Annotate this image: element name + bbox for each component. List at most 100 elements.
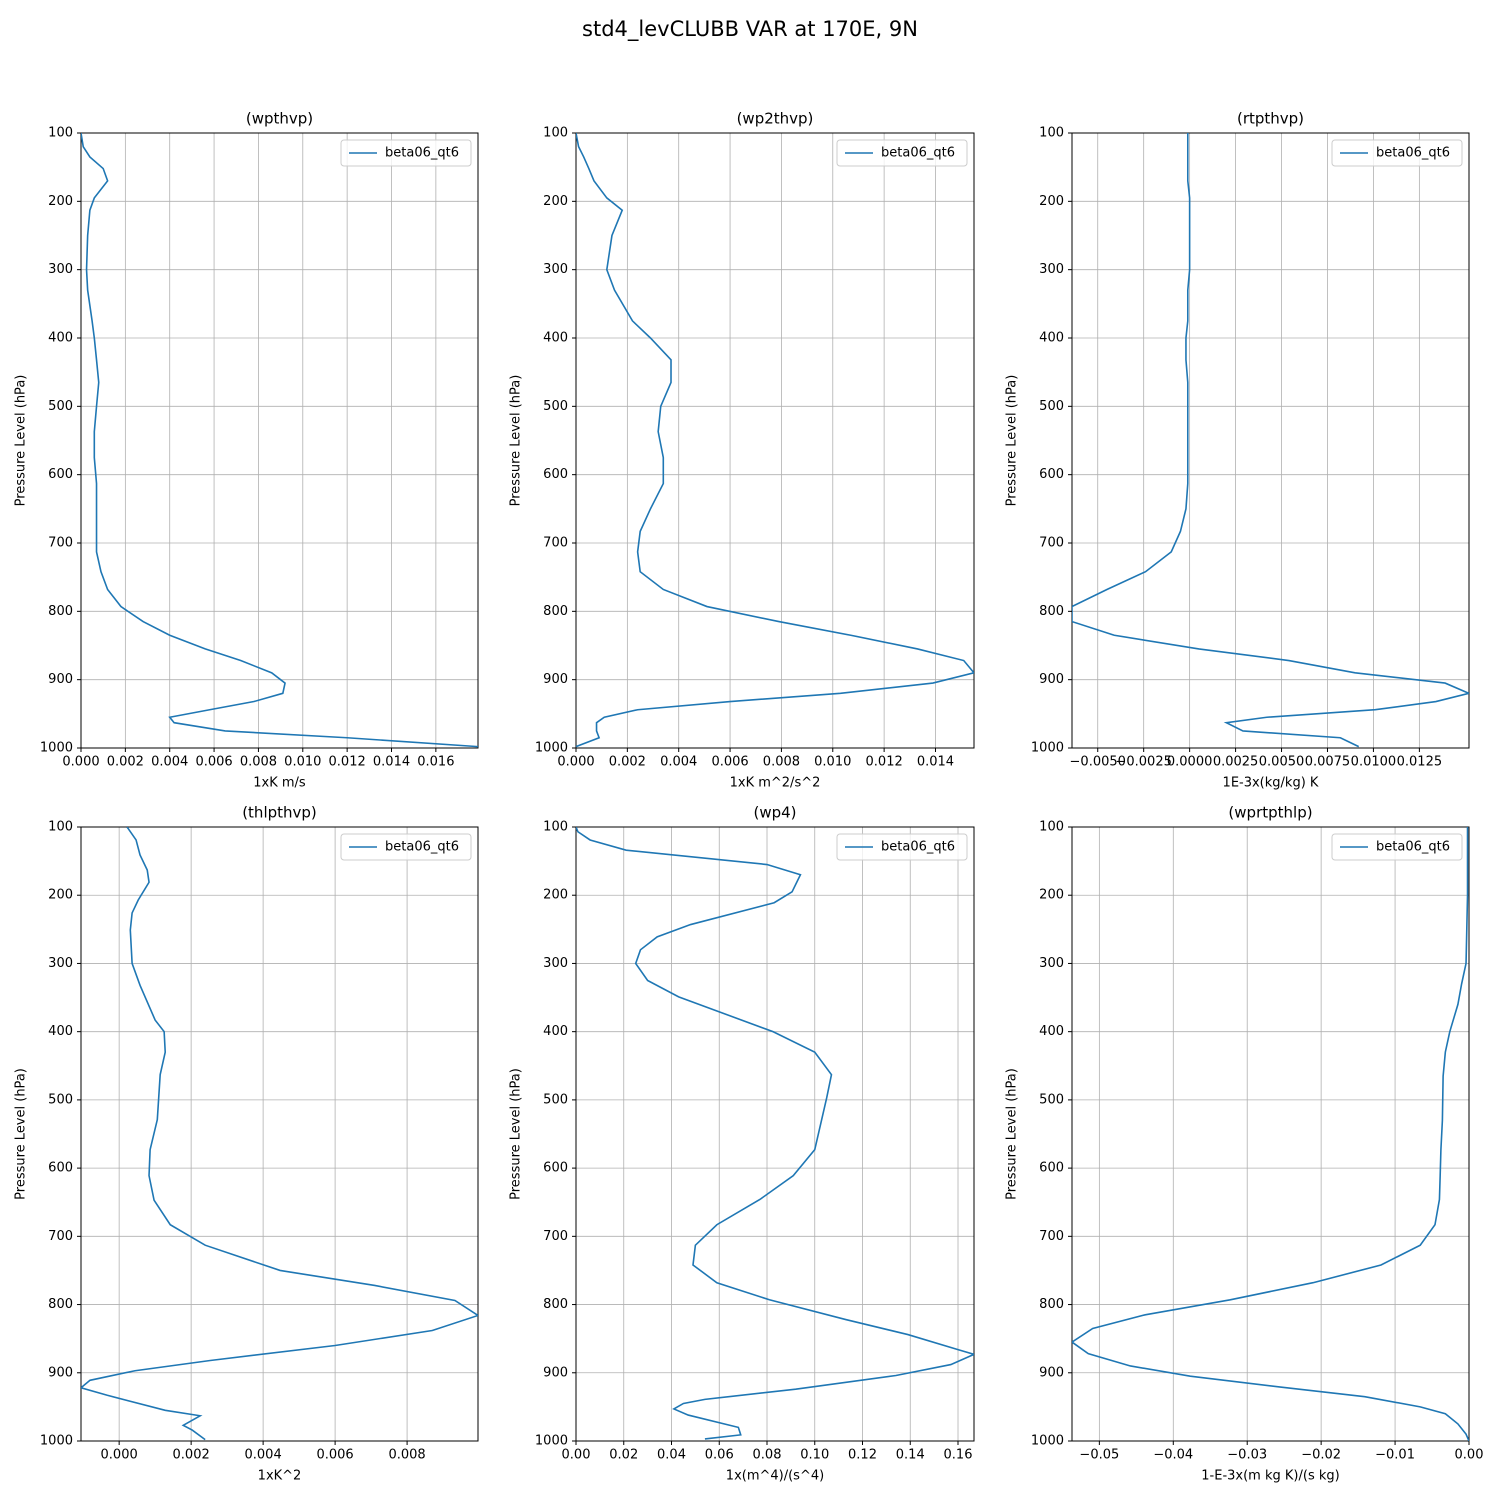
legend-label: beta06_qt6 [1376, 146, 1450, 161]
x-tick-label: 0.00 [1455, 1448, 1484, 1463]
y-tick-label: 1000 [40, 741, 73, 756]
x-tick-label: −0.0025 [1115, 755, 1171, 770]
x-tick-label: 0.0050 [1259, 755, 1305, 770]
x-tick-label: 0.008 [240, 755, 277, 770]
y-tick-label: 200 [1039, 194, 1064, 209]
y-tick-label: 400 [1039, 1024, 1064, 1039]
y-tick-label: 700 [48, 1229, 73, 1244]
legend: beta06_qt6 [340, 833, 472, 861]
x-tick-label: 0.006 [195, 755, 232, 770]
y-tick-label: 500 [543, 399, 568, 414]
legend: beta06_qt6 [1331, 139, 1463, 167]
subplot: −0.05 −0.04 −0.03 −0.02 −0.01 0.00 100 200 300 40… [1005, 804, 1484, 1484]
y-axis-label: Pressure Level (hPa) [14, 1068, 29, 1200]
x-tick-label: 0.002 [609, 755, 646, 770]
y-tick-label: 800 [1039, 1297, 1064, 1312]
x-tick-label: 0.014 [373, 755, 410, 770]
y-tick-label: 1000 [1031, 741, 1064, 756]
x-tick-label: 0.0000 [1167, 755, 1213, 770]
x-tick-label: −0.03 [1227, 1448, 1267, 1463]
x-tick-label: 0.0100 [1351, 755, 1397, 770]
y-tick-label: 800 [543, 604, 568, 619]
y-tick-label: 600 [1039, 467, 1064, 482]
legend-box [340, 139, 472, 167]
subplot: 0.000 0.002 0.004 0.006 0.008 0.010 0.012 0.014… [14, 110, 479, 791]
data-line [576, 133, 974, 748]
x-axis-label: 1xK m/s [253, 776, 306, 791]
legend-box [836, 139, 968, 167]
subplot-title: (thlpthvp) [242, 804, 317, 822]
subplot-title: (wp4) [753, 804, 796, 822]
x-tick-label: 0.000 [101, 1448, 138, 1463]
y-tick-label: 800 [1039, 604, 1064, 619]
subplot-title: (wpthvp) [246, 110, 313, 128]
y-tick-label: 500 [48, 1092, 73, 1107]
y-axis-label: Pressure Level (hPa) [14, 375, 29, 507]
y-tick-label: 400 [543, 1024, 568, 1039]
subplot-title: (rtpthvp) [1237, 110, 1304, 128]
y-tick-label: 1000 [535, 1434, 568, 1449]
data-line [1072, 827, 1469, 1441]
y-axis-label: Pressure Level (hPa) [1005, 375, 1020, 507]
y-tick-label: 300 [48, 262, 73, 277]
x-tick-label: 0.000 [62, 755, 99, 770]
y-tick-label: 400 [48, 1024, 73, 1039]
plot-frame [575, 826, 975, 1442]
plot-frame [1071, 132, 1470, 749]
y-tick-label: 200 [1039, 888, 1064, 903]
y-tick-label: 500 [48, 399, 73, 414]
data-line [576, 827, 974, 1440]
y-tick-label: 400 [48, 331, 73, 346]
data-line [81, 827, 478, 1441]
x-tick-label: 0.04 [657, 1448, 686, 1463]
x-tick-label: 0.12 [848, 1448, 877, 1463]
plot-frame [575, 132, 975, 749]
x-axis-label: 1xK^2 [258, 1469, 302, 1484]
y-tick-label: 600 [543, 467, 568, 482]
x-tick-label: −0.01 [1375, 1448, 1415, 1463]
x-tick-label: 0.014 [917, 755, 954, 770]
subplot-title: (wp2thvp) [737, 110, 814, 128]
x-tick-label: 0.06 [705, 1448, 734, 1463]
y-tick-label: 700 [543, 1229, 568, 1244]
data-line [1072, 133, 1469, 748]
y-tick-label: 200 [543, 194, 568, 209]
y-tick-label: 600 [48, 467, 73, 482]
y-tick-label: 800 [48, 604, 73, 619]
y-tick-label: 900 [48, 1365, 73, 1380]
legend: beta06_qt6 [836, 139, 968, 167]
y-axis-label: Pressure Level (hPa) [509, 1068, 524, 1200]
y-tick-label: 300 [48, 956, 73, 971]
x-tick-label: 0.002 [107, 755, 144, 770]
y-tick-label: 700 [48, 536, 73, 551]
x-tick-label: 0.008 [763, 755, 800, 770]
x-tick-label: 0.0125 [1397, 755, 1443, 770]
x-tick-label: −0.04 [1153, 1448, 1193, 1463]
y-tick-label: 700 [1039, 536, 1064, 551]
x-tick-label: 0.004 [660, 755, 697, 770]
legend-label: beta06_qt6 [1376, 840, 1450, 855]
legend-label: beta06_qt6 [385, 146, 459, 161]
y-tick-label: 400 [543, 331, 568, 346]
legend-box [340, 833, 472, 861]
y-tick-label: 700 [1039, 1229, 1064, 1244]
x-tick-label: 0.08 [753, 1448, 782, 1463]
x-axis-label: 1xK m^2/s^2 [730, 776, 821, 791]
y-tick-label: 400 [1039, 331, 1064, 346]
plot-frame [80, 132, 479, 749]
y-tick-label: 1000 [535, 741, 568, 756]
legend: beta06_qt6 [836, 833, 968, 861]
x-tick-label: 0.14 [896, 1448, 925, 1463]
legend-box [1331, 833, 1463, 861]
y-tick-label: 100 [543, 126, 568, 141]
y-tick-label: 300 [543, 262, 568, 277]
y-tick-label: 900 [543, 672, 568, 687]
x-axis-label: 1x(m^4)/(s^4) [726, 1469, 824, 1484]
x-tick-label: 0.16 [944, 1448, 973, 1463]
x-tick-label: 0.004 [151, 755, 188, 770]
x-tick-label: 0.006 [316, 1448, 353, 1463]
x-tick-label: 0.012 [329, 755, 366, 770]
x-tick-label: 0.010 [814, 755, 851, 770]
